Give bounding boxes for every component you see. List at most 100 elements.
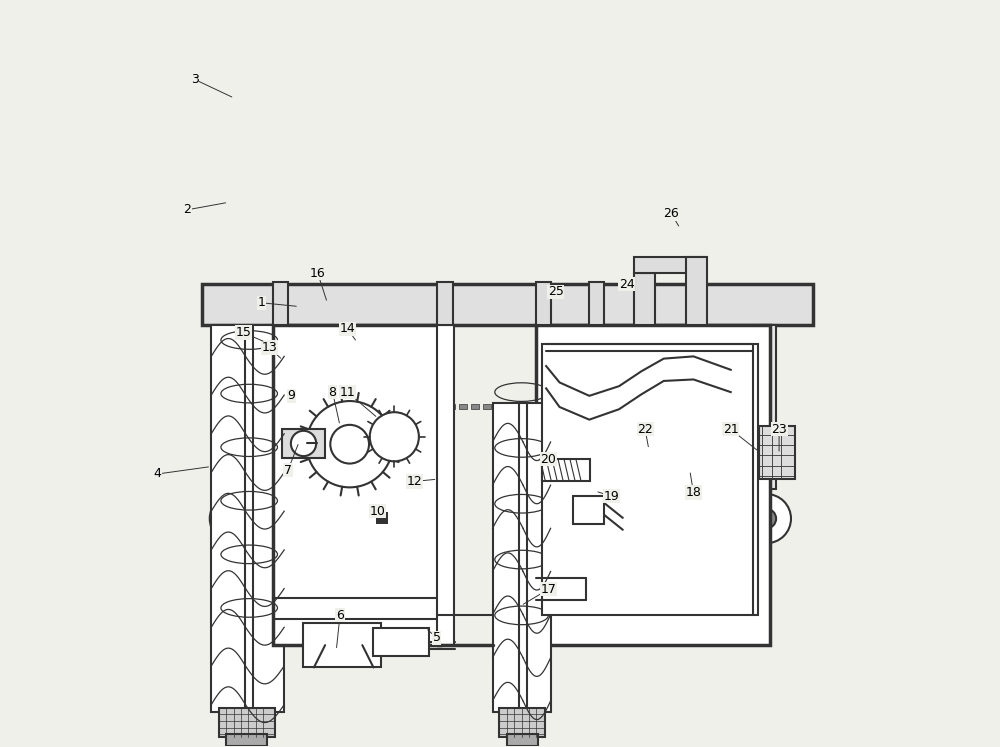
Bar [328, 404, 336, 409]
Bar [686, 257, 707, 325]
Bar [211, 325, 284, 712]
Circle shape [210, 494, 259, 543]
Bar [302, 367, 311, 371]
Text: 2: 2 [183, 203, 191, 217]
Text: 12: 12 [407, 475, 422, 488]
Circle shape [307, 401, 393, 487]
Text: 9: 9 [288, 389, 296, 403]
Bar [303, 623, 381, 668]
Bar [216, 325, 235, 489]
Circle shape [370, 412, 419, 462]
Text: 8: 8 [329, 385, 337, 399]
Bar [542, 344, 758, 616]
Bar [391, 328, 400, 332]
Bar [507, 734, 538, 746]
Bar [316, 404, 324, 409]
Text: 16: 16 [310, 267, 326, 279]
Text: 26: 26 [663, 207, 679, 220]
Circle shape [291, 431, 316, 456]
Polygon shape [704, 530, 730, 552]
Bar [289, 373, 298, 376]
Text: 7: 7 [284, 464, 292, 477]
Text: 6: 6 [336, 609, 344, 622]
Bar [411, 404, 420, 409]
Bar [542, 459, 590, 481]
Bar [437, 282, 453, 325]
Bar [493, 403, 551, 712]
Text: 11: 11 [340, 385, 355, 399]
Bar [507, 404, 515, 409]
Bar [315, 362, 324, 366]
Polygon shape [606, 477, 632, 498]
Bar [483, 404, 491, 409]
Bar [679, 370, 698, 385]
Bar [202, 284, 813, 325]
Bar [353, 344, 362, 349]
Bar [292, 404, 301, 409]
Bar [273, 325, 440, 645]
Text: 17: 17 [540, 583, 556, 596]
Bar [429, 311, 437, 315]
Text: 1: 1 [258, 297, 266, 309]
Bar [403, 322, 412, 326]
Text: 24: 24 [619, 278, 634, 291]
Bar [327, 356, 336, 360]
Bar [365, 339, 374, 344]
Bar [589, 282, 604, 325]
Bar [280, 404, 289, 409]
Bar [364, 404, 372, 409]
Bar [759, 426, 795, 479]
Bar [567, 370, 586, 385]
Text: 20: 20 [540, 453, 556, 465]
Polygon shape [573, 459, 599, 481]
Bar [400, 404, 408, 409]
Bar [573, 495, 604, 524]
Bar [471, 404, 479, 409]
Bar [634, 273, 655, 325]
Bar [536, 325, 770, 645]
Bar [277, 378, 286, 382]
Bar [634, 257, 705, 273]
Bar [373, 628, 429, 657]
Circle shape [757, 509, 776, 528]
Bar [304, 404, 312, 409]
Bar [340, 404, 348, 409]
Bar [641, 370, 661, 385]
Text: 13: 13 [261, 341, 277, 354]
Bar [266, 325, 285, 489]
Bar [423, 404, 432, 409]
Polygon shape [671, 512, 697, 534]
Bar [378, 333, 387, 338]
Bar [376, 512, 388, 524]
Bar [416, 317, 425, 321]
Bar [604, 370, 624, 385]
Text: 25: 25 [548, 285, 564, 298]
Bar [219, 708, 275, 737]
Bar [447, 404, 455, 409]
Polygon shape [638, 495, 664, 516]
Bar [340, 350, 349, 355]
Bar [226, 734, 267, 746]
Bar [757, 325, 776, 489]
Bar [388, 404, 396, 409]
Text: 23: 23 [771, 423, 787, 436]
Circle shape [225, 509, 244, 528]
Bar [437, 325, 454, 645]
Text: 10: 10 [369, 505, 385, 518]
Bar [352, 404, 360, 409]
Text: 15: 15 [235, 326, 251, 339]
Circle shape [330, 425, 369, 464]
Bar [282, 430, 325, 458]
Text: 3: 3 [191, 73, 199, 86]
Bar [499, 708, 545, 737]
Text: 14: 14 [340, 323, 355, 335]
Bar [459, 404, 467, 409]
Bar [495, 404, 503, 409]
Bar [273, 282, 288, 325]
Bar [376, 404, 384, 409]
Text: 21: 21 [723, 423, 739, 436]
Text: 4: 4 [154, 468, 162, 480]
Bar [667, 325, 687, 489]
Polygon shape [545, 439, 757, 578]
Bar [536, 282, 551, 325]
